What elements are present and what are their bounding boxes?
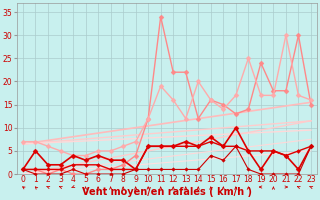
X-axis label: Vent moyen/en rafales ( km/h ): Vent moyen/en rafales ( km/h ) xyxy=(82,187,252,197)
